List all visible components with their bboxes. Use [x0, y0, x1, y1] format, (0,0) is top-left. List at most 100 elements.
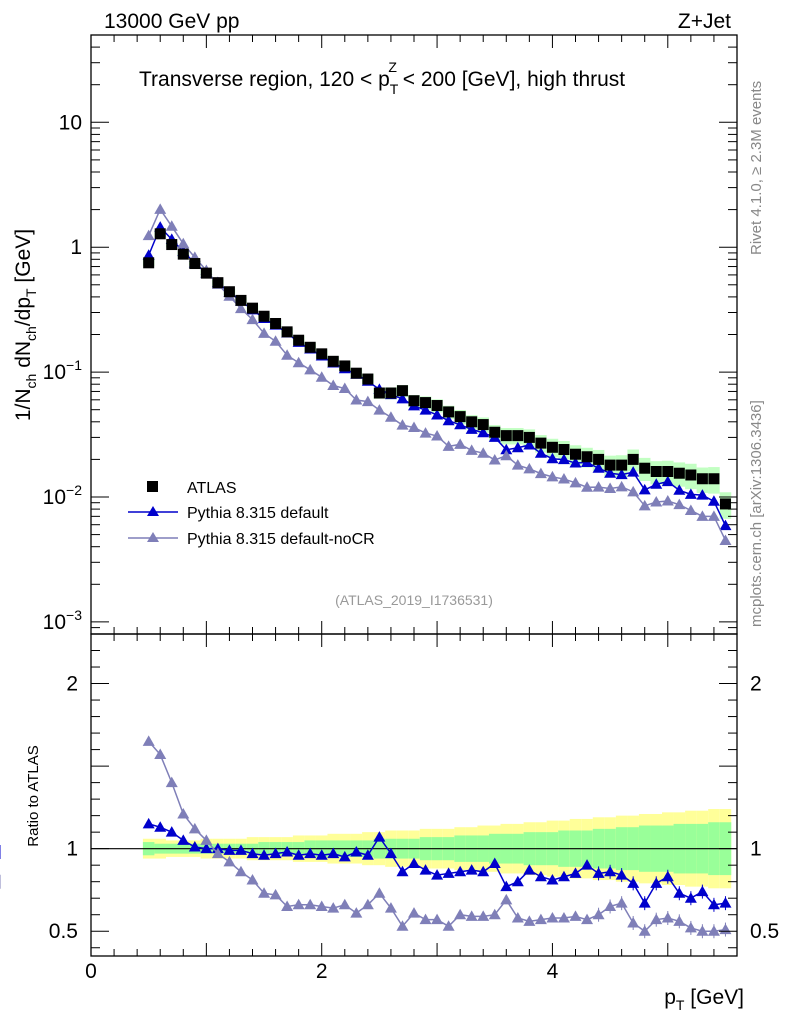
- point-default: [569, 457, 582, 468]
- ratio-point-nocr: [569, 910, 582, 921]
- point-atlas: [639, 462, 651, 474]
- ratio-point-default: [465, 864, 478, 875]
- ratio-point-default: [384, 847, 397, 859]
- point-nocr: [719, 534, 732, 545]
- ratio-point-default: [315, 849, 328, 860]
- ratio-point-nocr: [511, 912, 524, 923]
- point-nocr: [454, 438, 467, 449]
- ratio-point-nocr: [361, 898, 374, 910]
- point-default: [650, 478, 663, 489]
- ratio-point-nocr: [200, 834, 213, 845]
- ylabel-a-sub: ch: [23, 374, 39, 389]
- y-tick-label: 10−2: [43, 482, 83, 509]
- point-atlas: [489, 426, 501, 438]
- point-nocr: [500, 449, 513, 461]
- ratio-point-default: [396, 865, 409, 877]
- point-atlas: [443, 406, 455, 418]
- ratio-point-default: [661, 870, 674, 882]
- y-tick-label: 10−1: [43, 357, 83, 384]
- ylabel-c: /dp: [12, 297, 35, 326]
- ratio-point-default: [258, 849, 271, 860]
- point-default: [500, 443, 513, 455]
- ratio-point-default: [361, 849, 374, 860]
- ratio-point-nocr: [442, 920, 455, 931]
- point-nocr: [661, 495, 674, 506]
- ratio-point-default: [696, 885, 709, 897]
- point-atlas: [247, 302, 258, 314]
- point-nocr: [534, 467, 547, 479]
- ylabel-d: [GeV]: [12, 229, 35, 289]
- y-tick-base: 10: [43, 361, 66, 384]
- point-default: [477, 426, 490, 438]
- point-nocr: [384, 411, 397, 422]
- point-nocr: [142, 229, 155, 241]
- ratio-point-nocr: [719, 923, 732, 935]
- main-bands: [142, 230, 732, 519]
- ratio-tick-label-right: 1: [750, 838, 762, 861]
- ratio-point-nocr: [327, 902, 340, 913]
- ratio-point-nocr: [696, 925, 709, 936]
- legend-label-default: Pythia 8.315 default: [187, 505, 329, 522]
- ratio-point-default: [281, 845, 294, 857]
- ratio-point-default: [650, 877, 663, 888]
- ratio-point-default: [234, 844, 247, 855]
- point-nocr: [258, 327, 271, 338]
- y-tick-label: 10: [59, 111, 82, 134]
- y-tick-exp: −3: [66, 607, 82, 623]
- ratio-point-nocr: [258, 887, 271, 898]
- y-tick-base: 10: [43, 486, 66, 509]
- point-nocr: [604, 482, 617, 493]
- point-default: [142, 249, 155, 260]
- xlabel-unit: [GeV]: [684, 986, 744, 1009]
- point-atlas: [385, 387, 397, 399]
- point-nocr: [684, 504, 697, 515]
- point-atlas: [650, 466, 662, 478]
- point-atlas: [673, 467, 685, 479]
- point-atlas: [535, 437, 547, 449]
- point-atlas: [431, 400, 443, 412]
- point-default: [523, 438, 536, 450]
- point-nocr: [569, 476, 582, 488]
- point-nocr: [581, 481, 594, 492]
- ratio-point-nocr: [454, 908, 467, 920]
- ratio-point-default: [627, 877, 640, 888]
- ratio-point-nocr: [604, 900, 617, 911]
- ratio-point-default: [454, 865, 467, 877]
- ratio-point-nocr: [592, 908, 605, 920]
- point-default: [557, 453, 570, 465]
- point-nocr: [246, 313, 259, 325]
- ratio-tick-label-right: 0.5: [750, 920, 779, 943]
- legend-marker-atlas: [147, 481, 158, 492]
- ratio-point-default: [684, 892, 697, 903]
- title-suffix: < 200 [GeV], high thrust: [397, 68, 625, 91]
- legend-label-atlas: ATLAS: [187, 480, 237, 497]
- point-atlas: [708, 473, 720, 485]
- point-atlas: [604, 459, 616, 471]
- chart-title: Transverse region, 120 < pTZ < 200 [GeV]…: [139, 59, 625, 97]
- ratio-point-nocr: [557, 912, 570, 923]
- point-atlas: [581, 451, 593, 463]
- ratio-point-default: [223, 844, 236, 855]
- ratio-point-default: [431, 869, 444, 880]
- point-atlas: [512, 430, 524, 442]
- ratio-point-nocr: [431, 913, 444, 925]
- ratio-point-nocr: [211, 847, 224, 859]
- point-nocr: [327, 379, 340, 391]
- ylabel-b: dN: [12, 341, 35, 374]
- title-sub: T: [390, 81, 399, 97]
- point-nocr: [523, 462, 536, 474]
- ratio-point-nocr: [384, 902, 397, 913]
- point-default: [707, 495, 720, 506]
- reference-label: (ATLAS_2019_I1736531): [335, 592, 493, 608]
- point-default: [396, 392, 409, 404]
- point-default: [534, 447, 547, 458]
- point-nocr: [488, 453, 501, 465]
- ratio-point-nocr: [684, 921, 697, 933]
- point-default: [442, 414, 455, 426]
- point-default: [638, 483, 651, 495]
- point-atlas: [316, 348, 328, 360]
- point-nocr: [177, 237, 190, 249]
- point-atlas: [212, 277, 224, 289]
- ratio-point-default: [500, 880, 513, 892]
